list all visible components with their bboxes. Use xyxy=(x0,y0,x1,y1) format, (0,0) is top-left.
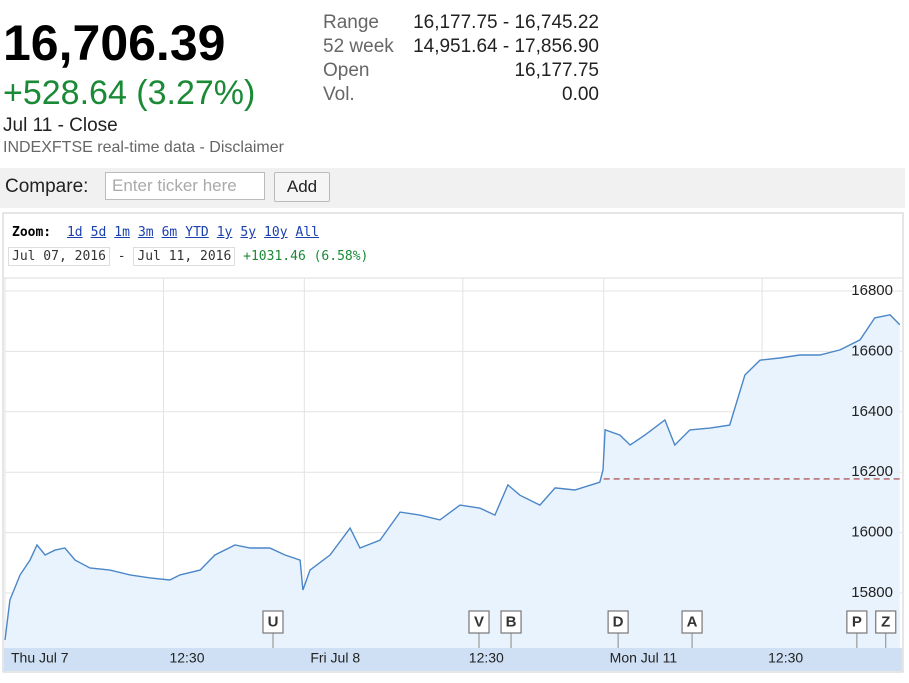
event-flag xyxy=(262,610,284,634)
stats-row: Open 16,177.75 xyxy=(323,59,599,83)
ticker-input[interactable]: Enter ticker here xyxy=(105,172,265,200)
range-start[interactable]: Jul 07, 2016 xyxy=(8,247,110,266)
price-change: +528.64 (3.27%) xyxy=(3,74,256,112)
event-label: B xyxy=(506,613,517,630)
event-label: U xyxy=(268,613,279,630)
add-button[interactable]: Add xyxy=(274,172,330,202)
stats-table: Range 16,177.75 - 16,745.22 52 week 14,951.… xyxy=(323,11,599,107)
zoom-label: Zoom: xyxy=(12,225,52,240)
y-tick-label: 16400 xyxy=(851,403,893,420)
event-flag xyxy=(846,610,868,634)
zoom-option[interactable]: 1y xyxy=(216,225,233,240)
event-flag xyxy=(468,610,490,634)
zoom-option[interactable]: 5y xyxy=(240,225,257,240)
range-end[interactable]: Jul 11, 2016 xyxy=(133,247,236,266)
stats-value: 0.00 xyxy=(562,84,599,105)
compare-label: Compare: xyxy=(5,176,89,197)
zoom-option[interactable]: 5d xyxy=(90,225,107,240)
stats-label: Range xyxy=(323,12,379,33)
area xyxy=(5,314,900,648)
data-source: INDEXFTSE real-time data - Disclaimer xyxy=(3,139,284,156)
x-tick-label: 12:30 xyxy=(469,650,504,666)
zoom-option[interactable]: 6m xyxy=(161,225,178,240)
y-tick-label: 15800 xyxy=(851,584,893,601)
zoom-option[interactable]: YTD xyxy=(185,225,209,240)
zoom-option[interactable]: 1m xyxy=(114,225,130,240)
stats-label: 52 week xyxy=(323,36,394,57)
price: 16,706.39 xyxy=(3,15,226,71)
event-label: V xyxy=(474,613,484,630)
y-tick-label: 16600 xyxy=(851,342,893,359)
event-label: D xyxy=(613,613,624,630)
date-range: Jul 07, 2016 - Jul 11, 2016 +1031.46 (6.… xyxy=(8,247,369,266)
event-flag xyxy=(500,610,522,634)
close-date: Jul 11 - Close xyxy=(3,115,118,136)
event-flag xyxy=(607,610,629,634)
price-line xyxy=(4,314,901,641)
y-tick-label: 16000 xyxy=(851,524,893,541)
event-label: A xyxy=(687,613,698,630)
stats-value: 16,177.75 xyxy=(514,60,599,81)
stats-row: 52 week 14,951.64 - 17,856.90 xyxy=(323,35,599,59)
event-label: Z xyxy=(881,613,890,630)
zoom-option[interactable]: 1d xyxy=(66,225,83,240)
stats-value: 16,177.75 - 16,745.22 xyxy=(413,12,599,33)
stats-label: Vol. xyxy=(323,84,355,105)
x-tick-label: Thu Jul 7 xyxy=(11,650,69,666)
y-tick-label: 16200 xyxy=(851,463,893,480)
x-tick-label: 12:30 xyxy=(768,650,803,666)
stats-row: Range 16,177.75 - 16,745.22 xyxy=(323,11,599,35)
stats-label: Open xyxy=(323,60,370,81)
event-flag xyxy=(681,610,703,634)
event-flag xyxy=(875,610,897,634)
zoom-option[interactable]: 3m xyxy=(137,225,154,240)
zoom-bar: Zoom: 1d 5d 1m 3m 6m YTD 1y 5y 10y All xyxy=(12,225,319,240)
x-tick-label: 12:30 xyxy=(169,650,204,666)
stats-value: 14,951.64 - 17,856.90 xyxy=(413,36,599,57)
range-separator: - xyxy=(117,249,126,264)
range-change: +1031.46 (6.58%) xyxy=(243,249,369,264)
y-tick-label: 16800 xyxy=(851,282,893,299)
zoom-option[interactable]: All xyxy=(295,225,320,240)
event-label: P xyxy=(852,613,862,630)
x-tick-label: Fri Jul 8 xyxy=(310,650,360,666)
x-axis-bar xyxy=(4,648,902,671)
zoom-option[interactable]: 10y xyxy=(264,225,288,240)
stats-row: Vol. 0.00 xyxy=(323,83,599,107)
x-tick-label: Mon Jul 11 xyxy=(610,650,678,666)
